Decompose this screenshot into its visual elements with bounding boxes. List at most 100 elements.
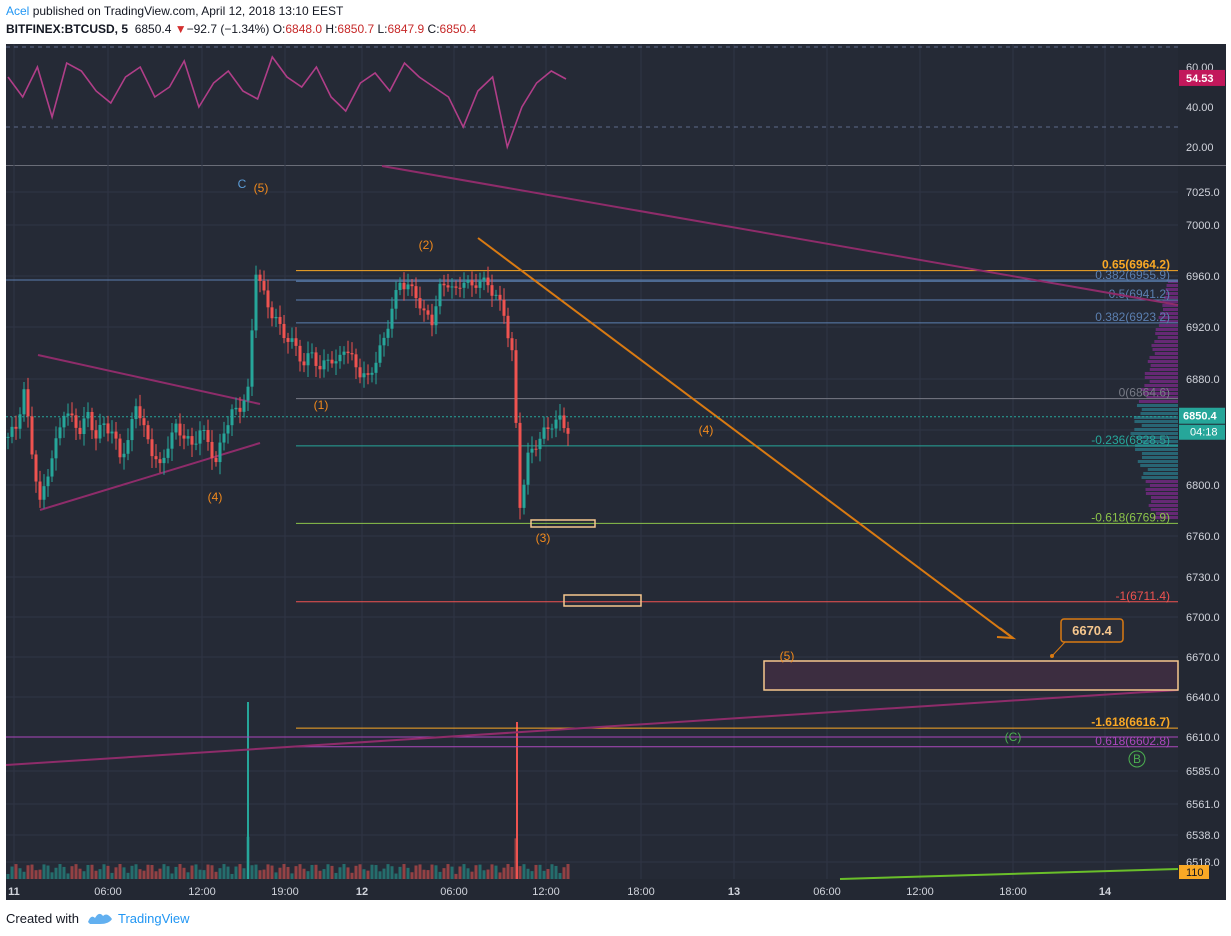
candle-body — [202, 430, 206, 432]
volume-profile-row — [1152, 348, 1178, 351]
rsi-line — [7, 55, 567, 150]
volume-profile-row — [1154, 340, 1178, 343]
volume-bar — [250, 865, 254, 879]
time-tick-label: 12:00 — [532, 886, 560, 898]
candle-body — [566, 428, 570, 434]
fib-levels: 0.65(6964.2)0.382(6955.9) 0.5(6941.2) 0.38… — [6, 258, 1178, 748]
wave-label: (3) — [536, 531, 551, 545]
volume-bar — [58, 864, 62, 879]
volume-bar — [178, 864, 182, 879]
time-tick-label: 18:00 — [999, 886, 1027, 898]
candle-body — [302, 361, 306, 366]
volume-profile-row — [1136, 404, 1178, 407]
volume-profile-row — [1149, 484, 1178, 487]
volume-profile-row — [1144, 376, 1178, 379]
volume-profile-row — [1151, 500, 1178, 503]
volume-bar — [186, 872, 190, 879]
volume-bar — [170, 873, 174, 879]
wave-label: B — [1133, 752, 1141, 766]
candle-body — [418, 298, 422, 309]
volume-bar — [454, 873, 458, 879]
candle-body — [406, 284, 410, 290]
publish-line: Acel published on TradingView.com, April… — [6, 4, 343, 18]
time-tick-label: 12:00 — [906, 886, 934, 898]
high-value: 6850.7 — [337, 22, 375, 36]
volume-bar — [266, 864, 270, 879]
volume-bar — [542, 870, 546, 879]
volume-bar — [518, 866, 522, 879]
symbol-name[interactable]: BITFINEX:BTCUSD, 5 — [6, 22, 129, 36]
volume-profile-row — [1144, 384, 1178, 387]
candle-body — [6, 436, 10, 438]
volume-bar — [154, 871, 158, 879]
price-tick-label: 6960.0 — [1186, 271, 1220, 283]
candle-body — [514, 350, 518, 423]
price-chart[interactable]: 0.65(6964.2)0.382(6955.9) 0.5(6941.2) 0.38… — [0, 44, 1231, 900]
candle-body — [10, 426, 14, 437]
volume-bar — [10, 866, 14, 879]
volume-bar — [142, 870, 146, 879]
volume-profile-row — [1140, 464, 1178, 467]
volume-bar — [14, 864, 18, 879]
resistance-trendline — [381, 165, 1179, 306]
tradingview-link[interactable]: TradingView — [118, 911, 190, 926]
candle-body — [366, 373, 370, 375]
callout-box — [1060, 618, 1124, 643]
candle-body — [486, 277, 490, 286]
rsi-pane-bg — [6, 44, 1178, 166]
volume-bar — [530, 871, 534, 879]
target-box — [563, 594, 642, 607]
volume-bar — [42, 864, 46, 879]
candle-body — [286, 338, 290, 342]
symbol-line: BITFINEX:BTCUSD, 5 6850.4 ▼−92.7 (−1.34%… — [6, 22, 476, 36]
volume-bar — [402, 864, 406, 879]
volume-bar — [478, 864, 482, 879]
volume-bar — [198, 869, 202, 879]
candle-body — [34, 454, 38, 482]
volume-profile-row — [1149, 356, 1178, 359]
candle-body — [186, 436, 190, 439]
author-link[interactable]: Acel — [6, 4, 30, 18]
volume-bar — [254, 864, 258, 879]
candle-body — [66, 413, 70, 416]
rsi-value-badge — [1179, 69, 1225, 86]
candle-body — [94, 430, 98, 439]
candle-body — [182, 435, 186, 439]
price-change: −92.7 (−1.34%) — [186, 22, 270, 36]
candle-body — [174, 423, 178, 433]
down-arrow-icon: ▼ — [174, 22, 187, 36]
candle-body — [438, 283, 442, 307]
volume-bar — [174, 866, 178, 879]
candle-body — [458, 287, 462, 289]
volume-bar — [30, 864, 34, 879]
volume-profile-row — [1141, 452, 1178, 455]
wave-label: (4) — [208, 490, 223, 504]
volume-bar — [326, 864, 330, 879]
volume-profile-row — [1144, 372, 1178, 375]
volume-bar — [278, 867, 282, 879]
candle-body — [374, 362, 378, 373]
fib-label: 0.382(6955.9) — [1095, 268, 1170, 282]
wave-label: (4) — [699, 423, 714, 437]
volume-profile-row — [1130, 432, 1178, 435]
candle-body — [478, 280, 482, 288]
candle-body — [130, 419, 134, 441]
volume-bar — [206, 864, 210, 879]
candle-body — [334, 361, 338, 364]
fib-label: -1(6711.4) — [1116, 589, 1170, 603]
candle-body — [218, 442, 222, 463]
price-tick-label: 6561.0 — [1186, 799, 1220, 811]
candle-body — [226, 425, 230, 434]
volume-profile-row — [1153, 516, 1178, 519]
volume-bar — [242, 868, 246, 879]
volume-bar — [238, 864, 242, 879]
price-tick-label: 6670.0 — [1186, 652, 1220, 664]
volume-profile-row — [1162, 304, 1178, 307]
volume-bar — [306, 871, 310, 879]
volume-bar — [546, 869, 550, 879]
volume-bar — [338, 867, 342, 879]
volume-bar — [258, 870, 262, 879]
wave-label: (1) — [314, 398, 329, 412]
volume-profile-row — [1142, 392, 1178, 395]
fib-label: 0.5(6941.2) — [1109, 287, 1170, 301]
